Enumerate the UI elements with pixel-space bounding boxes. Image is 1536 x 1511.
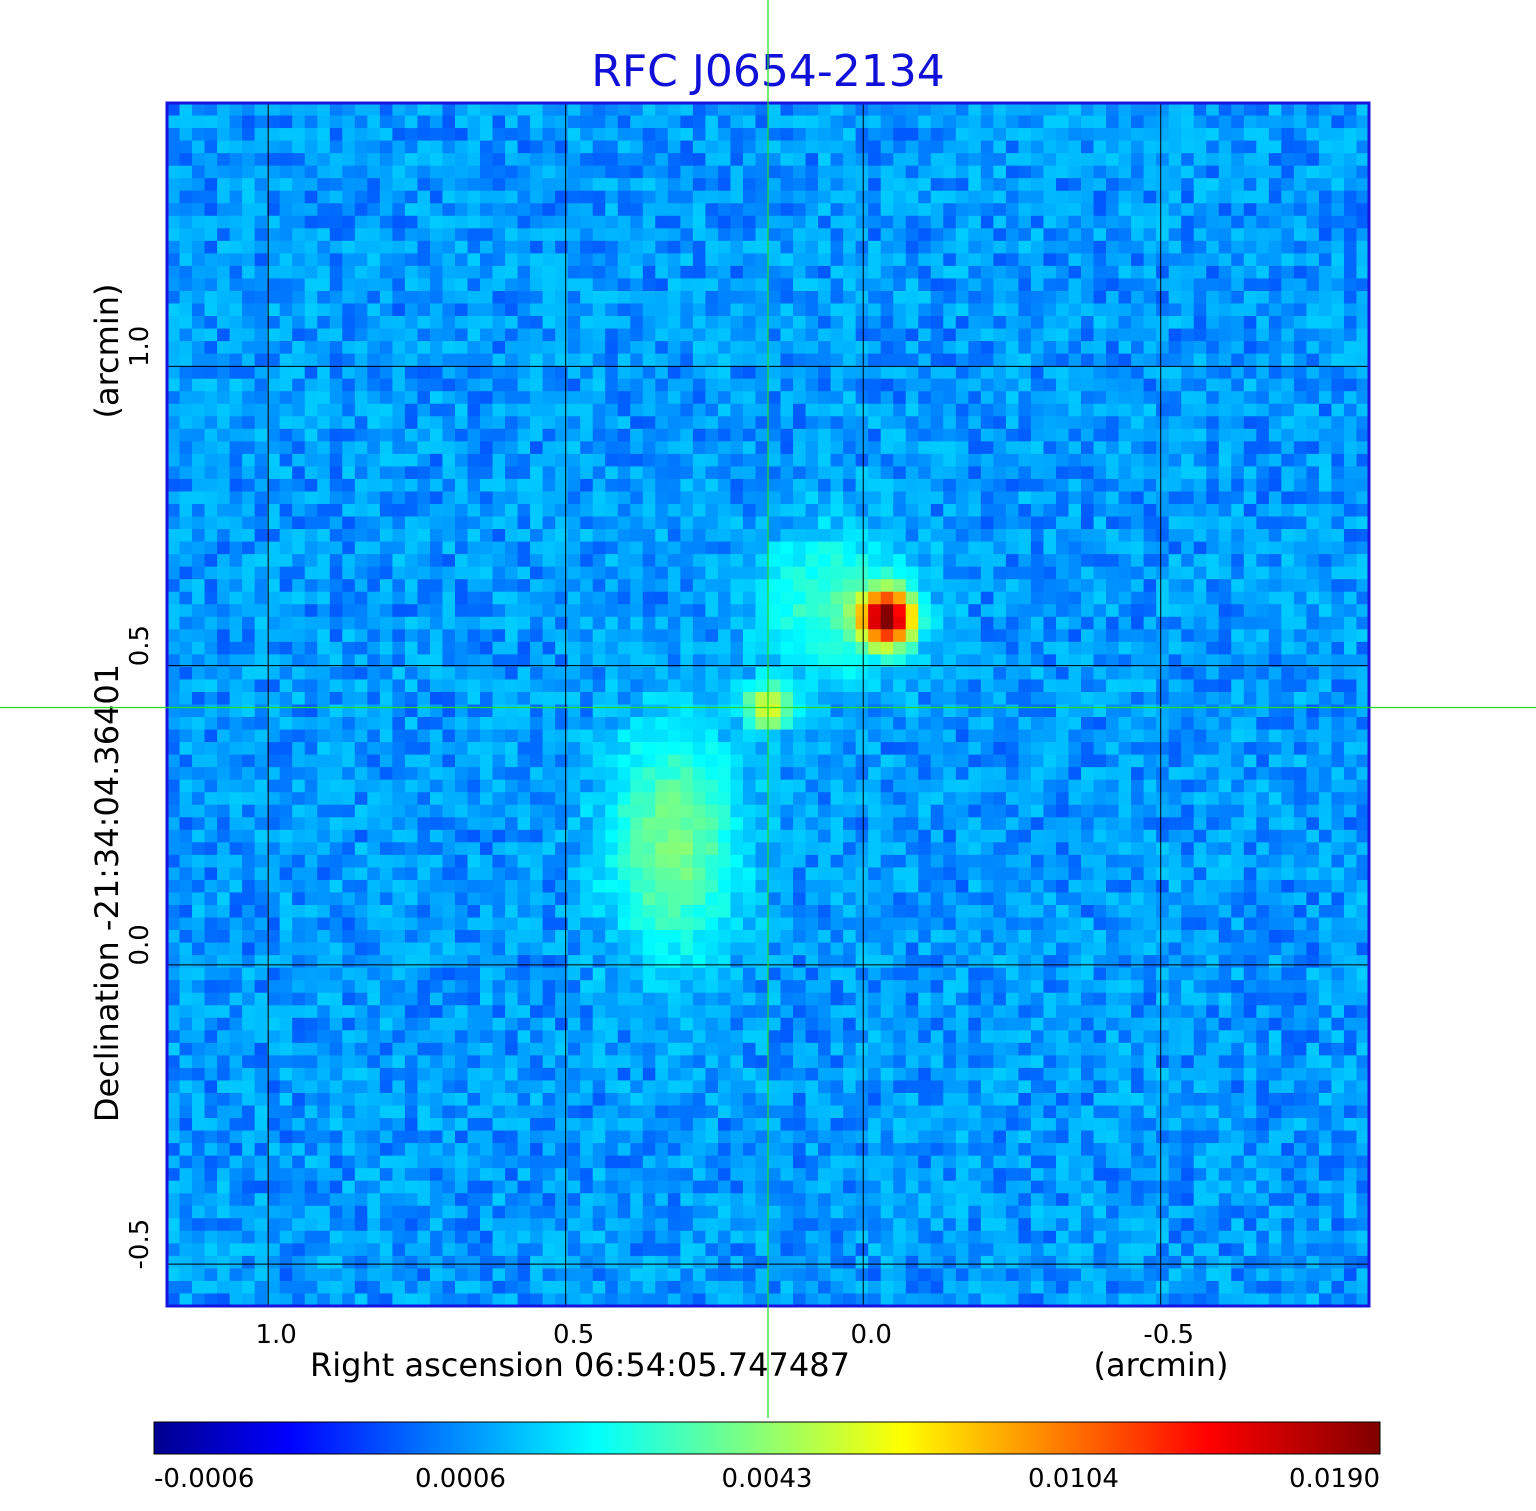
x-axis-label: Right ascension 06:54:05.747487	[310, 1346, 850, 1384]
x-tick-label: 0.0	[851, 1320, 892, 1350]
intensity-image	[167, 103, 1370, 1307]
colorbar-tick-label: 0.0043	[722, 1464, 813, 1494]
crosshair	[0, 0, 1536, 1418]
colorbar: -0.0006 0.0006 0.0043 0.0104 0.0190	[153, 1421, 1381, 1494]
x-tick-labels: 1.0 0.5 0.0 -0.5	[255, 1320, 1194, 1350]
colorbar-tick-label: 0.0104	[1028, 1464, 1119, 1494]
colorbar-tick-label: 0.0190	[1289, 1464, 1380, 1494]
colorbar-tick-label: 0.0006	[415, 1464, 506, 1494]
y-tick-labels: 1.0 0.5 0.0 -0.5	[125, 326, 155, 1270]
x-tick-label: 0.5	[553, 1320, 594, 1350]
y-axis-unit: (arcmin)	[88, 284, 126, 419]
x-axis-unit: (arcmin)	[1094, 1346, 1229, 1384]
y-tick-label: 0.5	[125, 625, 155, 666]
x-tick-label: 1.0	[255, 1320, 296, 1350]
y-tick-label: 1.0	[125, 326, 155, 367]
x-tick-label: -0.5	[1143, 1320, 1194, 1350]
y-tick-label: 0.0	[125, 924, 155, 965]
y-tick-label: -0.5	[125, 1219, 155, 1270]
y-axis-label: Declination -21:34:04.36401	[88, 664, 126, 1122]
colorbar-gradient	[153, 1421, 1381, 1455]
colorbar-tick-label: -0.0006	[154, 1464, 254, 1494]
